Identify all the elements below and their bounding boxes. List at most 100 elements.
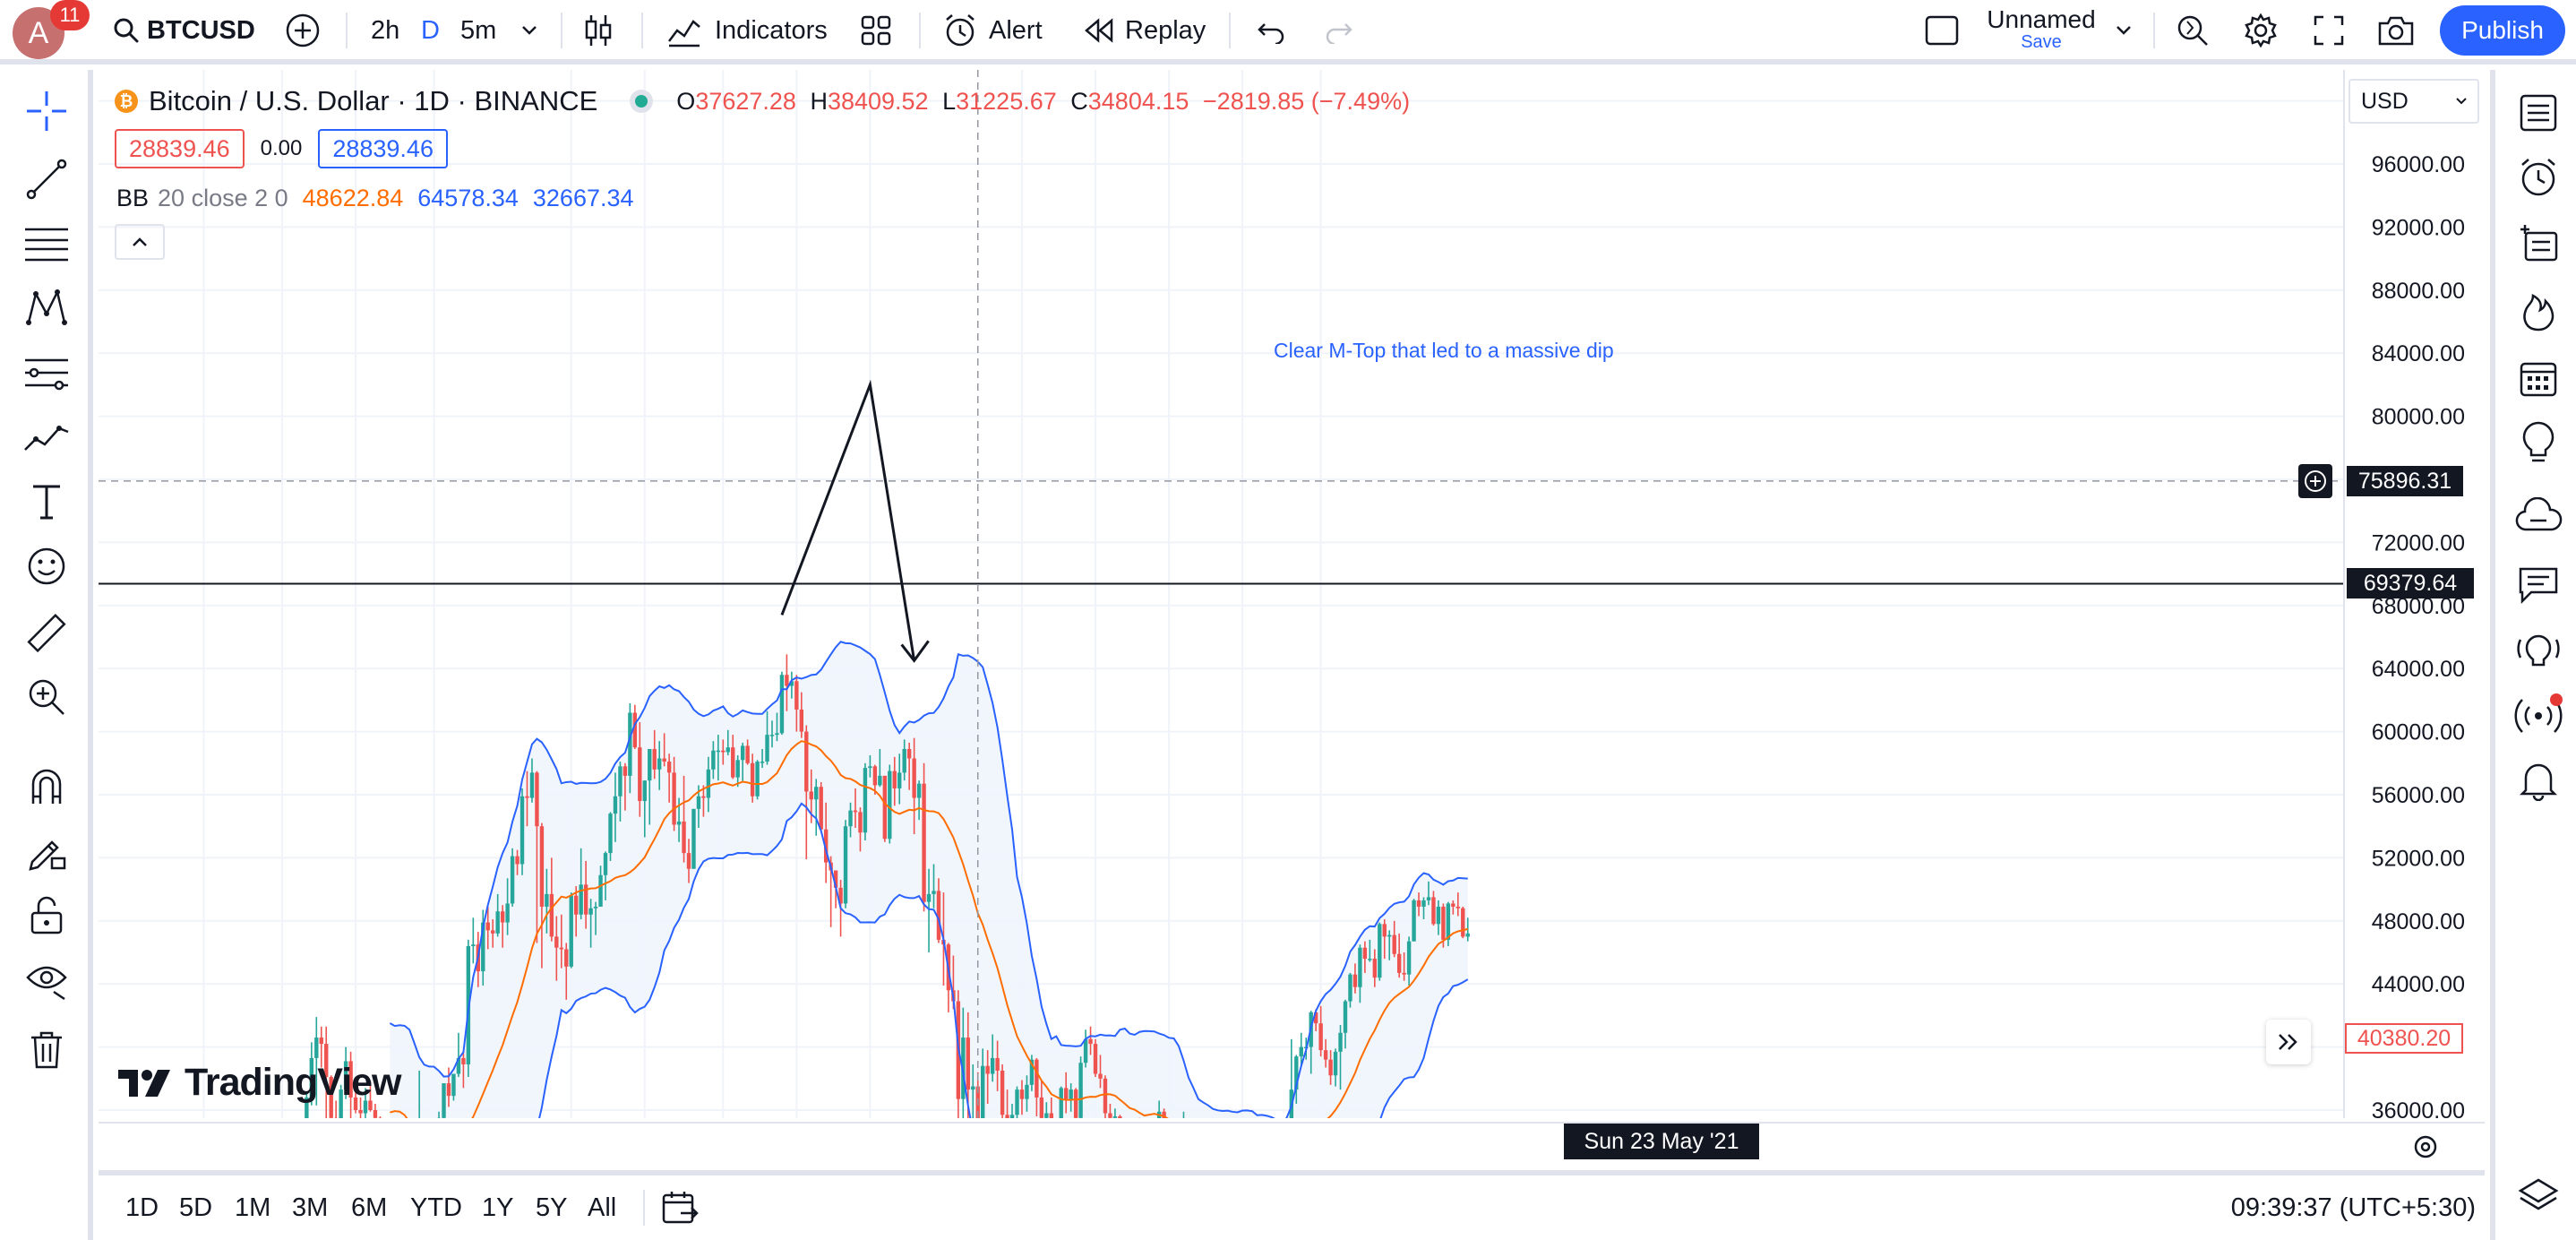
candle[interactable] [1368, 939, 1372, 962]
candle[interactable] [529, 758, 535, 803]
candle[interactable] [848, 802, 853, 838]
bb-legend[interactable]: BB 20 close 2 0 48622.84 64578.34 32667.… [116, 185, 634, 212]
candle[interactable] [1358, 944, 1362, 1003]
candle[interactable] [1348, 972, 1352, 1008]
candle[interactable] [329, 1075, 333, 1118]
layout-name-button[interactable]: Unnamed Save [1983, 5, 2099, 53]
range-1m[interactable]: 1M [235, 1175, 270, 1240]
candle[interactable] [1446, 901, 1451, 946]
candle[interactable] [878, 748, 882, 788]
indicators-button[interactable]: Indicators [666, 0, 828, 61]
candle[interactable] [1294, 1055, 1299, 1104]
forecasting-tool[interactable] [20, 346, 73, 400]
candle[interactable] [990, 1034, 995, 1082]
candle[interactable] [1412, 899, 1416, 942]
candle[interactable] [535, 771, 539, 943]
candle[interactable] [823, 802, 829, 883]
minds-button[interactable] [2512, 491, 2565, 545]
watchlist-button[interactable] [2512, 86, 2565, 140]
candle[interactable] [461, 1051, 466, 1089]
candle[interactable] [1073, 1088, 1078, 1118]
candle[interactable] [691, 808, 696, 869]
candle[interactable] [1035, 1057, 1039, 1117]
symbol-legend[interactable]: ₿ Bitcoin / U.S. Dollar · 1D · BINANCE O… [115, 84, 1410, 118]
candle[interactable] [686, 839, 691, 883]
candle[interactable] [569, 892, 573, 969]
candle[interactable] [1461, 906, 1465, 939]
candle[interactable] [1098, 1055, 1103, 1089]
hide-drawings-tool[interactable] [20, 953, 73, 1007]
measure-tool[interactable] [20, 607, 73, 661]
candle[interactable] [775, 712, 779, 742]
lock-drawings-tool[interactable] [20, 889, 73, 943]
candle[interactable] [1078, 1056, 1083, 1118]
candle[interactable] [525, 771, 529, 827]
candle[interactable] [906, 742, 912, 790]
candle[interactable] [1338, 1024, 1343, 1090]
candle[interactable] [1378, 922, 1382, 981]
candle[interactable] [583, 860, 588, 929]
chart-pane[interactable]: 96000.00 92000.00 88000.00 84000.00 80000.00… [99, 70, 2485, 1159]
chart-annotation-text[interactable]: Clear M-Top that led to a massive dip [1274, 339, 1614, 362]
interval-2h[interactable]: 2h [371, 0, 399, 61]
quick-search-button[interactable] [2175, 0, 2211, 61]
candle[interactable] [324, 1026, 329, 1118]
layout-select-checkbox[interactable] [1924, 0, 1960, 61]
candle[interactable] [745, 739, 750, 765]
candle[interactable] [442, 1083, 446, 1118]
candle[interactable] [339, 1084, 343, 1118]
candle[interactable] [1015, 1086, 1019, 1118]
templates-button[interactable] [860, 0, 892, 61]
candle[interactable] [819, 781, 823, 833]
candle[interactable] [701, 785, 706, 817]
replay-button[interactable]: Replay [1084, 0, 1206, 61]
candle[interactable] [769, 720, 775, 748]
range-ytd[interactable]: YTD [410, 1175, 462, 1240]
range-all[interactable]: All [588, 1175, 616, 1240]
candle[interactable] [319, 1026, 323, 1068]
candle[interactable] [981, 1048, 985, 1118]
price-chart[interactable]: 96000.00 92000.00 88000.00 84000.00 80000.00… [99, 70, 2485, 1118]
candle[interactable] [912, 737, 916, 834]
candle[interactable] [305, 1094, 309, 1118]
bb-basis-line[interactable] [390, 740, 1468, 1118]
fib-tool[interactable] [20, 217, 73, 271]
range-1y[interactable]: 1Y [482, 1175, 513, 1240]
candle[interactable] [1049, 1097, 1053, 1118]
candle[interactable] [1000, 1063, 1005, 1118]
candle[interactable] [481, 909, 485, 986]
candle[interactable] [417, 1071, 421, 1118]
candle[interactable] [657, 741, 662, 790]
candle[interactable] [1069, 1083, 1073, 1112]
bb-upper-line[interactable] [389, 641, 1468, 1118]
crosshair-tool[interactable] [20, 84, 73, 138]
candle[interactable] [1426, 881, 1431, 906]
candle[interactable] [436, 1111, 442, 1118]
candle[interactable] [510, 848, 515, 907]
candle[interactable] [579, 848, 583, 920]
candle[interactable] [682, 775, 686, 863]
candle[interactable] [799, 692, 804, 738]
candle[interactable] [632, 704, 638, 749]
candle[interactable] [373, 1103, 378, 1118]
candle[interactable] [765, 710, 769, 765]
trend-line-tool[interactable] [20, 152, 73, 206]
bb-lower-line[interactable] [390, 802, 1469, 1118]
candle[interactable] [574, 886, 579, 937]
candle[interactable] [936, 878, 941, 943]
candle[interactable] [495, 893, 500, 937]
range-1d[interactable]: 1D [125, 1175, 159, 1240]
range-5d[interactable]: 5D [179, 1175, 212, 1240]
candle[interactable] [1029, 1055, 1035, 1091]
candle[interactable] [549, 857, 554, 942]
range-6m[interactable]: 6M [351, 1175, 387, 1240]
currency-select[interactable]: USD [2348, 79, 2479, 124]
candle[interactable] [559, 914, 563, 969]
candle[interactable] [916, 780, 922, 821]
candle[interactable] [618, 762, 623, 822]
candle[interactable] [485, 906, 490, 950]
candle[interactable] [971, 1063, 975, 1118]
candle[interactable] [726, 729, 730, 755]
pattern-tool[interactable] [20, 281, 73, 335]
candle[interactable] [363, 1088, 368, 1118]
